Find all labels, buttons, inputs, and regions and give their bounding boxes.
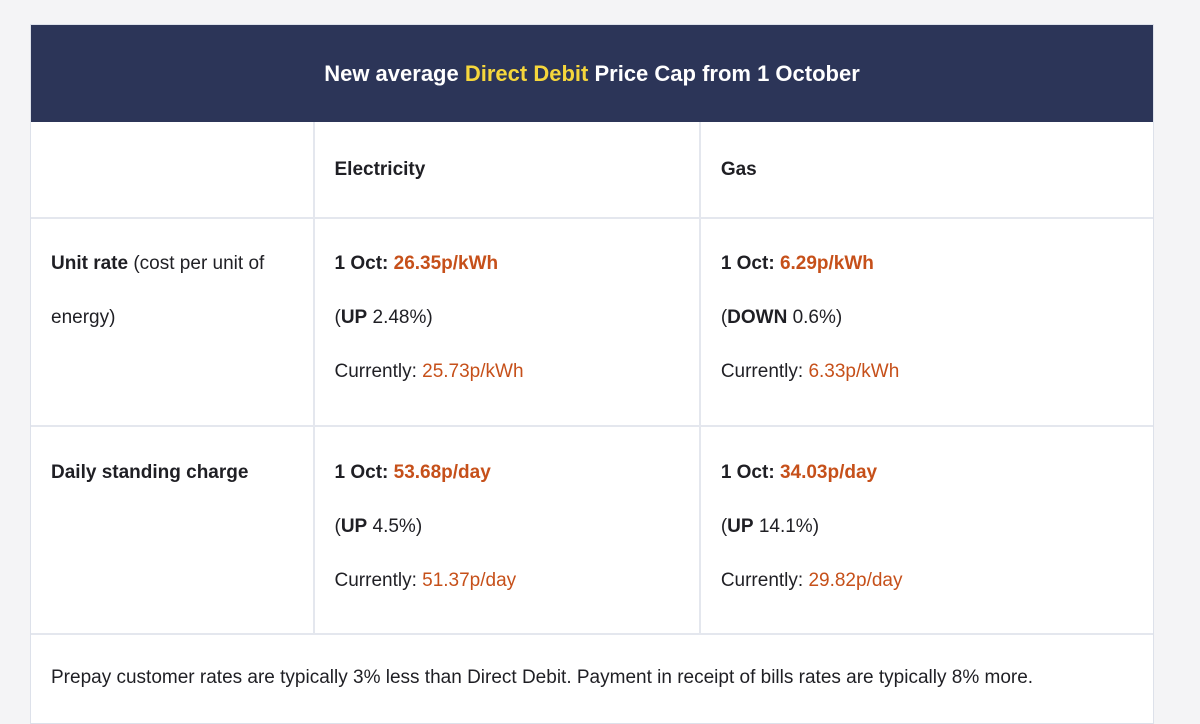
current-line: Currently: 25.73p/kWh	[335, 362, 524, 382]
standing-charge-label: Daily standing charge	[51, 463, 248, 483]
current-label: Currently:	[334, 570, 423, 591]
change-line: (UP 4.5%)	[335, 517, 423, 537]
new-value: 53.68p/day	[393, 462, 491, 483]
change-percent: 2.48%)	[367, 307, 433, 328]
change-open: (	[720, 516, 728, 537]
unit-rate-label: Unit rate	[51, 253, 129, 274]
current-line: Currently: 6.33p/kWh	[721, 362, 899, 382]
change-direction: UP	[340, 516, 368, 537]
unit-rate-label-line2: energy)	[51, 308, 115, 328]
standing-charge-electricity: 1 Oct: 53.68p/day (UP 4.5%) Currently: 5…	[315, 427, 701, 633]
unit-rate-desc-1: (cost per unit of	[128, 253, 265, 274]
date-label: 1 Oct:	[334, 253, 394, 274]
current-label: Currently:	[720, 361, 809, 382]
table-row-unit-rate: Unit rate (cost per unit of energy) 1 Oc…	[31, 219, 1153, 427]
change-direction: DOWN	[727, 307, 788, 328]
footnote: Prepay customer rates are typically 3% l…	[31, 635, 1153, 721]
unit-rate-electricity: 1 Oct: 26.35p/kWh (UP 2.48%) Currently: …	[315, 219, 701, 425]
change-percent: 0.6%)	[787, 307, 843, 328]
current-label: Currently:	[720, 570, 809, 591]
unit-rate-gas: 1 Oct: 6.29p/kWh (DOWN 0.6%) Currently: …	[701, 219, 1153, 425]
current-value: 6.33p/kWh	[808, 361, 900, 382]
current-line: Currently: 29.82p/day	[721, 571, 903, 591]
current-line: Currently: 51.37p/day	[335, 571, 517, 591]
change-line: (UP 2.48%)	[335, 308, 433, 328]
new-rate-line: 1 Oct: 34.03p/day	[721, 463, 877, 483]
change-open: (	[334, 307, 341, 328]
new-rate-line: 1 Oct: 53.68p/day	[335, 463, 491, 483]
current-value: 29.82p/day	[808, 570, 903, 591]
date-label: 1 Oct:	[334, 462, 394, 483]
standing-charge-label-text: Daily standing charge	[51, 462, 249, 483]
table-header-row: Electricity Gas	[31, 122, 1153, 219]
title-prefix: New average	[324, 60, 459, 86]
new-rate-line: 1 Oct: 26.35p/kWh	[335, 254, 499, 274]
header-empty-cell	[31, 122, 315, 217]
price-table: Electricity Gas Unit rate (cost per unit…	[31, 122, 1153, 721]
electricity-column-label: Electricity	[334, 158, 426, 180]
title-highlight: Direct Debit	[464, 60, 589, 86]
unit-rate-label-line1: Unit rate (cost per unit of	[51, 254, 264, 274]
change-line: (DOWN 0.6%)	[721, 308, 842, 328]
change-line: (UP 14.1%)	[721, 517, 819, 537]
current-value: 25.73p/kWh	[422, 361, 524, 382]
unit-rate-desc-2: energy)	[51, 307, 116, 328]
change-percent: 14.1%)	[753, 516, 820, 537]
date-label: 1 Oct:	[720, 253, 780, 274]
price-cap-card: New average Direct Debit Price Cap from …	[30, 24, 1154, 724]
gas-column-label: Gas	[720, 158, 757, 180]
change-open: (	[334, 516, 341, 537]
footnote-text: Prepay customer rates are typically 3% l…	[51, 667, 1034, 688]
new-rate-line: 1 Oct: 6.29p/kWh	[721, 254, 874, 274]
change-percent: 4.5%)	[367, 516, 423, 537]
header-gas: Gas	[701, 122, 1153, 217]
current-value: 51.37p/day	[422, 570, 517, 591]
title-suffix: Price Cap from 1 October	[594, 60, 860, 86]
change-open: (	[720, 307, 728, 328]
new-value: 26.35p/kWh	[393, 253, 499, 274]
standing-charge-gas: 1 Oct: 34.03p/day (UP 14.1%) Currently: …	[701, 427, 1153, 633]
table-row-standing-charge: Daily standing charge 1 Oct: 53.68p/day …	[31, 427, 1153, 635]
current-label: Currently:	[334, 361, 423, 382]
change-direction: UP	[727, 516, 754, 537]
row-label-unit-rate: Unit rate (cost per unit of energy)	[31, 219, 315, 425]
new-value: 34.03p/day	[779, 462, 878, 483]
change-direction: UP	[340, 307, 368, 328]
date-label: 1 Oct:	[720, 462, 780, 483]
header-electricity: Electricity	[315, 122, 701, 217]
table-title: New average Direct Debit Price Cap from …	[31, 25, 1153, 122]
new-value: 6.29p/kWh	[779, 253, 874, 274]
row-label-standing-charge: Daily standing charge	[31, 427, 315, 633]
